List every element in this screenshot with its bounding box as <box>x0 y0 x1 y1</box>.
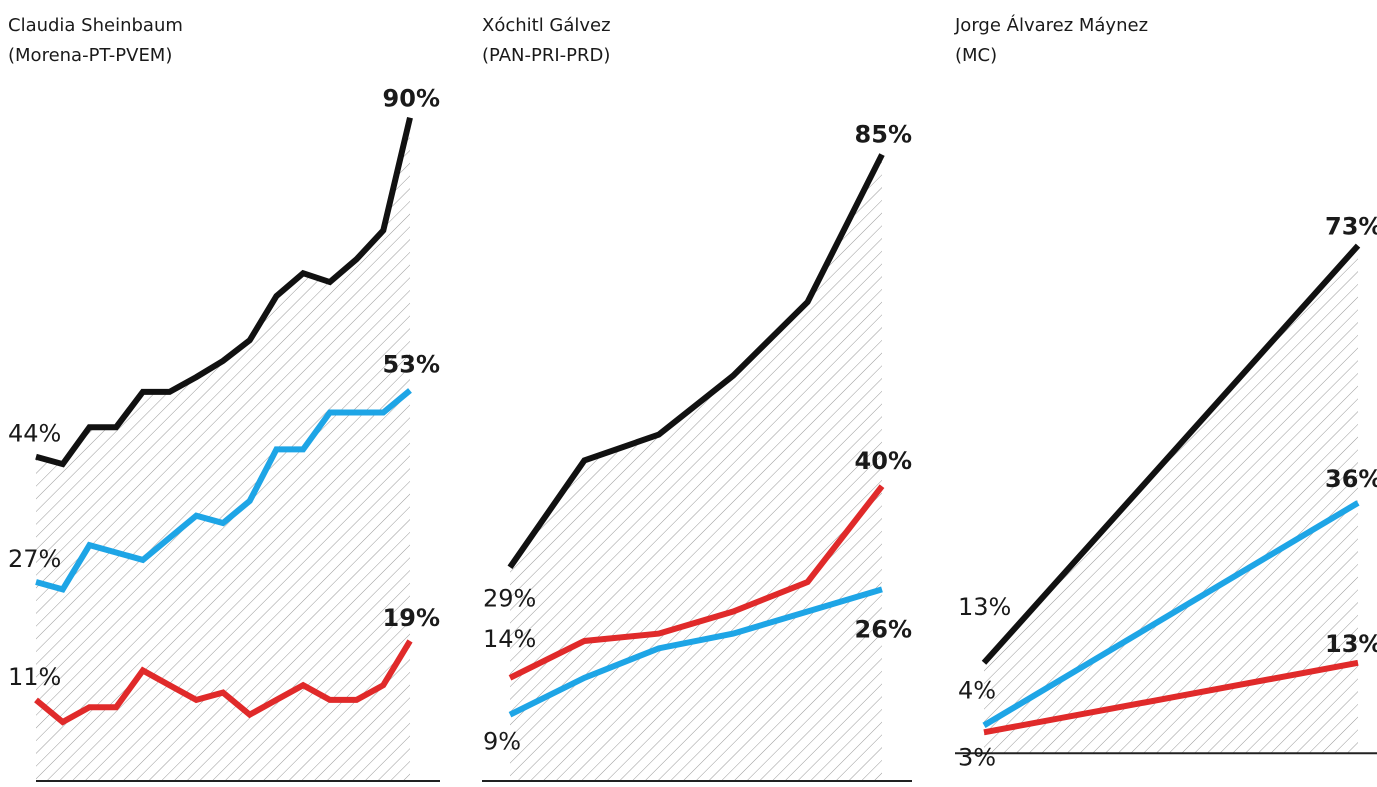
end-label: 40% <box>855 447 912 475</box>
series-line <box>981 243 1361 665</box>
series-line <box>35 117 413 468</box>
start-label: 29% <box>483 584 536 612</box>
start-label: 3% <box>958 743 996 771</box>
series-line <box>982 500 1360 728</box>
start-label: 14% <box>483 625 536 653</box>
chart-title: Xóchitl Gálvez <box>482 15 611 36</box>
chart-title: Claudia Sheinbaum <box>8 15 183 36</box>
start-label: 13% <box>958 593 1011 621</box>
start-label: 11% <box>8 663 61 691</box>
end-label: 85% <box>855 121 912 149</box>
start-label: 27% <box>8 545 61 573</box>
series-line <box>35 388 412 593</box>
series-line <box>34 639 413 726</box>
series-line <box>508 484 885 681</box>
hatched-area <box>36 117 410 781</box>
end-label: 73% <box>1325 213 1377 241</box>
chart-subtitle: (Morena-PT-PVEM) <box>8 45 172 66</box>
hatched-area <box>510 154 882 782</box>
chart-title: Jorge Álvarez Máynez <box>954 14 1148 36</box>
series-line <box>983 659 1359 736</box>
chart-subtitle: (MC) <box>955 45 997 66</box>
end-label: 53% <box>383 350 440 378</box>
chart-subtitle: (PAN-PRI-PRD) <box>482 45 610 66</box>
end-label: 26% <box>855 615 912 643</box>
end-label: 36% <box>1325 465 1377 493</box>
start-label: 9% <box>483 728 521 756</box>
start-label: 4% <box>958 676 996 704</box>
series-line <box>508 586 883 718</box>
end-label: 90% <box>383 85 440 113</box>
series-line <box>507 153 885 569</box>
end-label: 13% <box>1325 630 1377 658</box>
hatched-area <box>984 245 1358 754</box>
start-label: 44% <box>8 420 61 448</box>
end-label: 19% <box>383 604 440 632</box>
